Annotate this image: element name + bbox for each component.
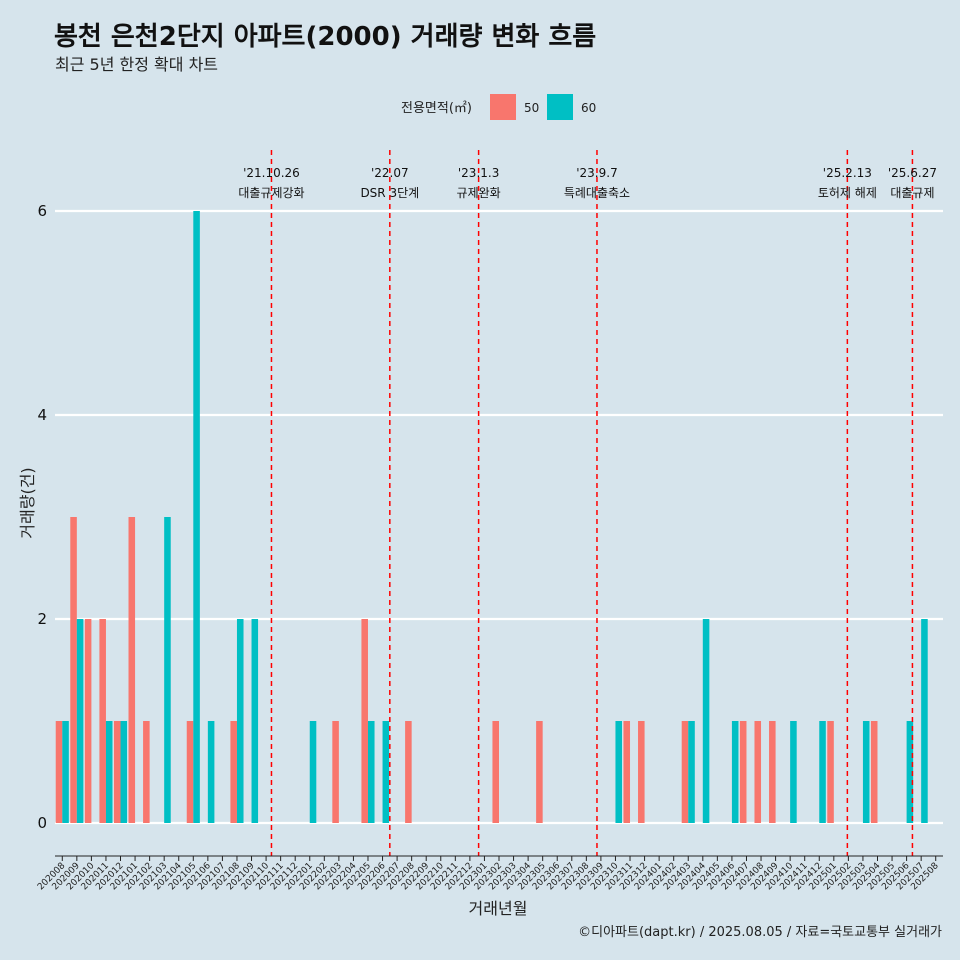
bar-60-202106 [207, 721, 215, 823]
bar-50-202403 [681, 721, 689, 823]
legend: 전용면적(㎡) 50 60 [401, 94, 596, 120]
bar-60-202406 [731, 721, 739, 823]
bar-50-202009 [70, 517, 77, 823]
bar-50-202108 [230, 721, 237, 823]
bar-50-202302 [492, 721, 499, 823]
x-axis: 2020082020092020102020112020122021012021… [36, 855, 943, 892]
bar-60-202404 [702, 619, 710, 823]
bar-60-202008 [62, 721, 69, 823]
event-date: '25.2.13 [823, 166, 872, 180]
bar-60-202206 [382, 721, 390, 823]
bar-50-202008 [55, 721, 63, 823]
bar-50-202208 [405, 721, 412, 823]
event-label: 규제완화 [457, 186, 501, 200]
event-date: '22.07 [371, 166, 409, 180]
legend-label-60: 60 [581, 101, 596, 115]
bar-60-202108 [236, 619, 244, 823]
bar-60-202205 [367, 721, 375, 823]
bar-60-202403 [688, 721, 695, 823]
event-date: '23.1.3 [458, 166, 499, 180]
event-date: '21.10.26 [243, 166, 300, 180]
y-tick-label: 2 [37, 610, 47, 628]
bar-60-202201 [309, 721, 317, 823]
legend-title: 전용면적(㎡) [401, 101, 472, 116]
bar-60-202503 [862, 721, 870, 823]
x-axis-title: 거래년월 [469, 899, 528, 918]
y-tick-label: 6 [37, 202, 47, 220]
bar-60-202105 [193, 211, 200, 823]
bar-60-202310 [615, 721, 623, 823]
legend-label-50: 50 [524, 101, 539, 115]
event-label: 특례대출축소 [564, 186, 630, 200]
caption: ©디아파트(dapt.kr) / 2025.08.05 / 자료=국토교통부 실… [578, 925, 942, 940]
y-axis-title: 거래량(건) [18, 467, 37, 538]
event-label: 대출규제 [890, 186, 934, 200]
bar-60-202506 [906, 721, 914, 823]
bar-50-202501 [827, 721, 834, 823]
bar-50-202312 [638, 721, 645, 823]
legend-swatch-50 [490, 94, 516, 120]
chart-subtitle: 최근 5년 한정 확대 차트 [55, 55, 218, 74]
bar-50-202407 [739, 721, 747, 823]
bar-50-202305 [536, 721, 543, 823]
event-label: 토허제 해제 [818, 186, 877, 200]
bar-60-202012 [120, 721, 128, 823]
bar-50-202105 [186, 721, 194, 823]
bar-50-202101 [128, 517, 136, 823]
chart-title: 봉천 은천2단지 아파트(2000) 거래량 변화 흐름 [54, 22, 596, 52]
bar-60-202410 [790, 721, 797, 823]
bar-50-202102 [143, 721, 150, 823]
y-tick-label: 4 [37, 406, 47, 424]
event-label: DSR 3단계 [360, 186, 419, 200]
bar-60-202109 [251, 619, 259, 823]
bar-50-202205 [361, 619, 368, 823]
bar-50-202010 [84, 619, 92, 823]
bar-50-202311 [623, 721, 631, 823]
bars [55, 211, 928, 823]
legend-swatch-60 [547, 94, 573, 120]
event-label: 대출규제강화 [238, 186, 304, 200]
bar-60-202412 [819, 721, 826, 823]
bar-50-202504 [870, 721, 878, 823]
y-tick-label: 0 [37, 814, 47, 832]
event-date: '25.6.27 [888, 166, 937, 180]
bar-50-202409 [769, 721, 776, 823]
y-axis-ticks: 0 2 4 6 [37, 202, 47, 832]
event-date: '23.9.7 [576, 166, 617, 180]
bar-60-202009 [76, 619, 84, 823]
bar-60-202011 [105, 721, 113, 823]
bar-60-202103 [164, 517, 171, 823]
bar-60-202507 [921, 619, 928, 823]
bar-50-202011 [99, 619, 106, 823]
bar-50-202012 [113, 721, 121, 823]
bar-50-202408 [754, 721, 762, 823]
bar-50-202203 [332, 721, 339, 823]
event-markers: '21.10.26 대출규제강화 '22.07 DSR 3단계 '23.1.3 규제완화 '… [238, 150, 937, 856]
